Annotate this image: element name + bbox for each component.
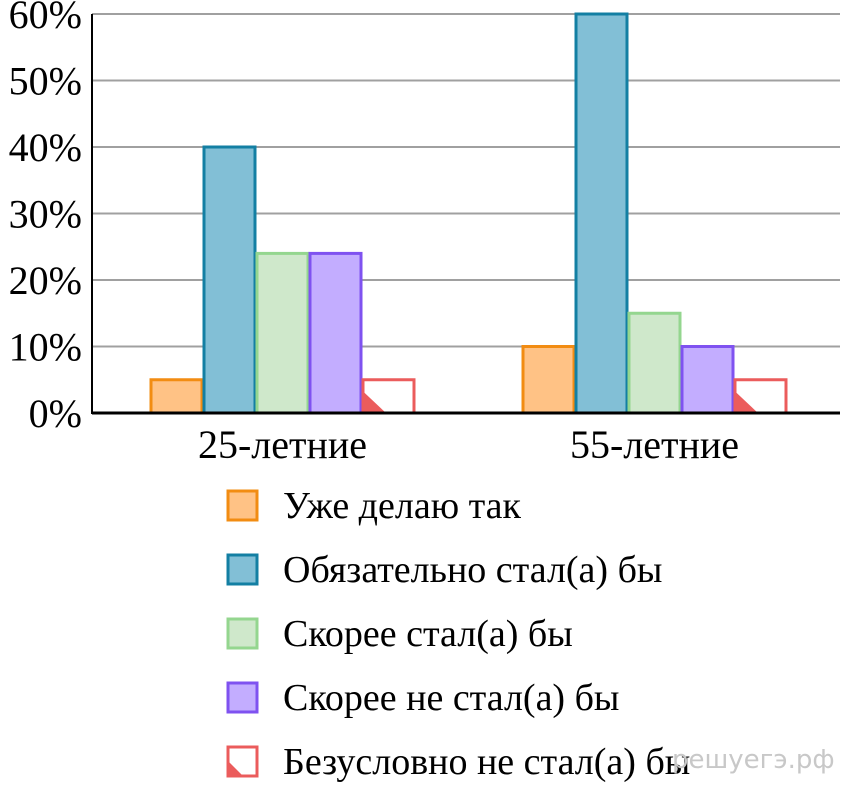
legend-item: Уже делаю так [226,485,522,527]
legend-label: Уже делаю так [283,485,522,527]
legend-swatch [226,489,259,522]
y-tick-label: 50% [9,59,82,104]
legend-label: Обязательно стал(а) бы [283,549,662,591]
x-category-label: 55-летние [570,422,739,467]
bar-corner-mark [735,391,758,413]
bar [149,378,204,415]
bar [627,311,682,415]
y-tick-label: 40% [9,125,82,170]
y-axis-ticks: 0% 10% 20% 30% 40% 50% 60% [9,0,82,436]
axes [91,14,840,415]
y-tick-label: 0% [29,391,82,436]
legend-item: Обязательно стал(а) бы [226,549,662,591]
legend-item: Скорее не стал(а) бы [226,677,619,719]
bar-corner-mark [363,391,386,413]
bar [521,345,576,415]
y-tick-label: 20% [9,258,82,303]
legend-swatch [226,617,259,650]
y-tick-label: 60% [9,0,82,37]
bar [202,145,257,415]
legend: Уже делаю так Обязательно стал(а) бы Скоре… [226,485,690,783]
legend-label: Безусловно не стал(а) бы [283,741,690,783]
x-category-label: 25-летние [198,422,367,467]
legend-item: Безусловно не стал(а) бы [226,741,690,783]
bar [308,251,363,415]
bar [255,251,310,415]
y-tick-label: 10% [9,325,82,370]
bar [574,12,629,415]
legend-swatch-corner [228,761,243,776]
legend-swatch [226,681,259,714]
bar [680,345,735,415]
watermark: решуегэ.рф [672,745,835,775]
legend-label: Скорее не стал(а) бы [283,677,619,719]
legend-label: Скорее стал(а) бы [283,613,573,655]
y-tick-label: 30% [9,192,82,237]
bars [149,12,788,415]
legend-swatch [226,553,259,586]
legend-item: Скорее стал(а) бы [226,613,573,655]
x-axis-categories: 25-летние 55-летние [198,422,739,467]
